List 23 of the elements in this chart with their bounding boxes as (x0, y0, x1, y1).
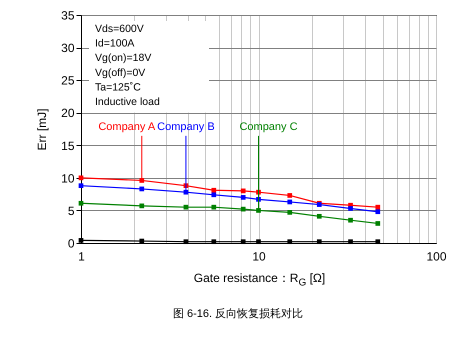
annotation: Vds=600V (95, 23, 144, 35)
x-tick-label: 1 (78, 250, 86, 264)
y-tick-label: 35 (61, 8, 75, 22)
x-axis-title: Gate resistance：R$_{G}$ [Ω] (192, 270, 326, 288)
x-tick-label: 100 (426, 250, 447, 264)
annotation: Vg(off)=0V (95, 66, 146, 79)
annotation: Ta=125˚C (95, 81, 142, 94)
y-tick-label: 0 (68, 236, 75, 250)
caption: 图 6-16. 反向恢复损耗对比 (172, 307, 304, 321)
y-tick-label: 20 (61, 106, 75, 120)
y-tick-label: 25 (61, 74, 75, 88)
y-tick-label: 10 (61, 171, 75, 186)
text: Company C (239, 120, 298, 133)
text: Company B (157, 120, 215, 133)
x-tick-label: 10 (252, 250, 266, 264)
y-tick-label: 15 (61, 138, 75, 153)
annotation: Vg(on)=18V (95, 52, 152, 64)
annotation: Id=100A (95, 38, 134, 50)
y-tick-label: 30 (61, 41, 75, 56)
annotation: Inductive load (95, 96, 160, 108)
y-axis-title: Err [mJ] (35, 108, 50, 150)
y-tick-label: 5 (68, 204, 75, 218)
text: Company A (98, 120, 156, 133)
